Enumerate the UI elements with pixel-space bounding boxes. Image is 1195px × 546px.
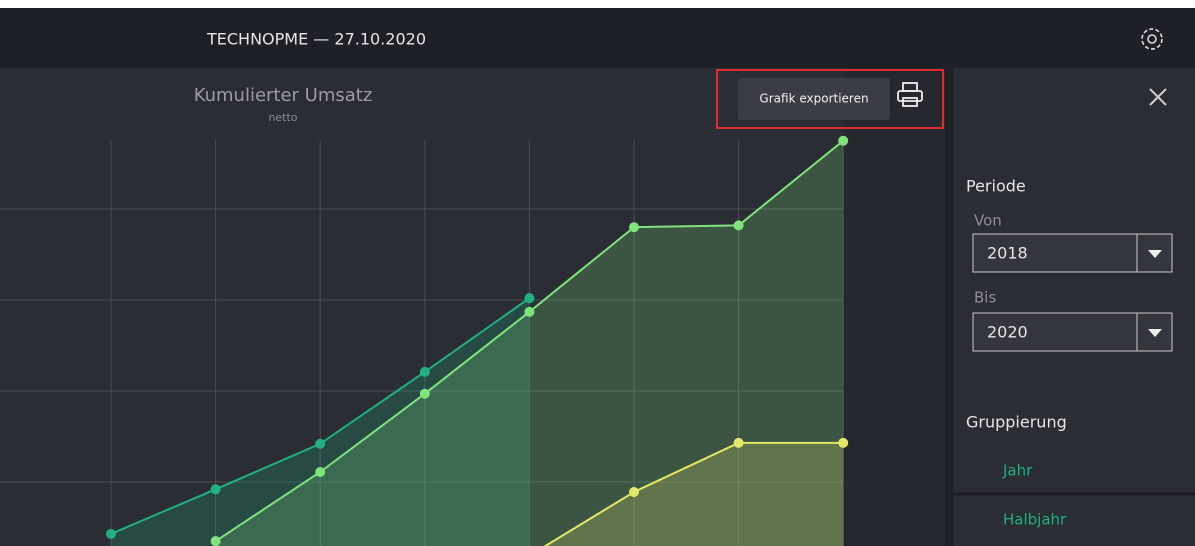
settings-icon[interactable] bbox=[1141, 28, 1163, 50]
app-title: TECHNOPME — 27.10.2020 bbox=[206, 30, 426, 49]
field-label: Von bbox=[974, 212, 1002, 230]
point bbox=[315, 466, 326, 477]
point bbox=[733, 437, 744, 448]
point bbox=[524, 306, 535, 317]
plot bbox=[0, 135, 849, 546]
select-value: 2020 bbox=[987, 323, 1028, 342]
point bbox=[419, 388, 430, 399]
tooltip-text: Grafik exportieren bbox=[759, 92, 868, 106]
area bbox=[111, 298, 530, 546]
section-label: Gruppierung bbox=[966, 413, 1067, 432]
point bbox=[315, 438, 326, 449]
point bbox=[733, 220, 744, 231]
select-from[interactable] bbox=[972, 233, 1173, 273]
point bbox=[106, 528, 116, 539]
area bbox=[215, 140, 844, 546]
section-label: Periode bbox=[966, 177, 1026, 196]
select-value: 2018 bbox=[987, 244, 1028, 263]
point bbox=[419, 366, 430, 377]
point bbox=[210, 536, 221, 546]
line bbox=[543, 441, 844, 546]
field-label: Bis bbox=[974, 289, 996, 307]
print-button[interactable] bbox=[897, 82, 923, 107]
highlight-box bbox=[716, 69, 944, 129]
point bbox=[629, 222, 639, 233]
chart-title: Kumulierter Umsatz bbox=[194, 85, 373, 106]
chart-margin bbox=[843, 68, 945, 546]
tooltip bbox=[738, 78, 890, 120]
chart-panel bbox=[0, 68, 945, 546]
dropdown-arrow bbox=[1148, 329, 1162, 337]
chart-subtitle: netto bbox=[268, 111, 297, 124]
point bbox=[838, 437, 849, 448]
point bbox=[524, 293, 535, 304]
grouping-option[interactable]: Jahr bbox=[1002, 462, 1033, 480]
close-button[interactable] bbox=[1149, 88, 1167, 106]
grouping-option[interactable]: Halbjahr bbox=[1003, 511, 1067, 529]
sidebar bbox=[953, 68, 1195, 546]
point bbox=[629, 487, 639, 498]
area bbox=[545, 442, 844, 546]
point bbox=[210, 484, 221, 495]
dropdown-arrow bbox=[1148, 250, 1162, 258]
select-to[interactable] bbox=[972, 312, 1173, 352]
point bbox=[838, 135, 849, 146]
